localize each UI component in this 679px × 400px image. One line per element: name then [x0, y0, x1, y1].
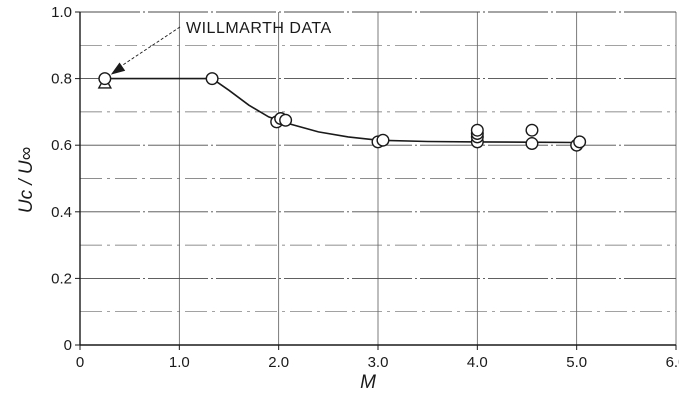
y-tick-label: 0.6 — [51, 137, 72, 154]
x-tick-label: 3.0 — [368, 354, 389, 371]
y-tick-label: 1.0 — [51, 4, 72, 21]
circle-marker — [525, 123, 539, 137]
circle-marker — [376, 133, 390, 147]
x-tick-label: 0 — [76, 354, 84, 371]
circle-marker — [279, 113, 293, 127]
annotation-arrowhead — [110, 62, 126, 75]
annotation-label: WILLMARTH DATA — [186, 20, 332, 37]
axes — [75, 11, 677, 350]
y-tick-label: 0.4 — [51, 204, 72, 221]
circle-marker — [98, 72, 112, 86]
x-tick-label: 1.0 — [169, 354, 190, 371]
tick-labels: 0 1.0 2.0 3.0 4.0 5.0 6.0 0 0.2 0.4 0.6 0.8 1.0 — [51, 4, 679, 371]
circle-marker — [470, 123, 484, 137]
annotation-leader — [118, 26, 181, 68]
circle-marker — [205, 72, 219, 86]
x-tick-label: 4.0 — [467, 354, 488, 371]
circle-marker — [573, 135, 587, 149]
x-tick-label: 6.0 — [666, 354, 679, 371]
annotations: WILLMARTH DATA — [110, 20, 332, 75]
grid — [80, 11, 677, 345]
y-tick-label: 0.2 — [51, 270, 72, 287]
y-axis-label: Uc / U∞ — [16, 147, 37, 213]
y-tick-label: 0 — [64, 337, 72, 354]
fit-line — [104, 77, 577, 144]
x-axis-label: M — [360, 372, 376, 393]
x-tick-label: 2.0 — [268, 354, 289, 371]
x-tick-label: 5.0 — [566, 354, 587, 371]
fit-curve — [104, 77, 577, 144]
data-points — [97, 72, 587, 152]
circle-marker — [525, 137, 539, 151]
y-tick-label: 0.8 — [51, 71, 72, 88]
